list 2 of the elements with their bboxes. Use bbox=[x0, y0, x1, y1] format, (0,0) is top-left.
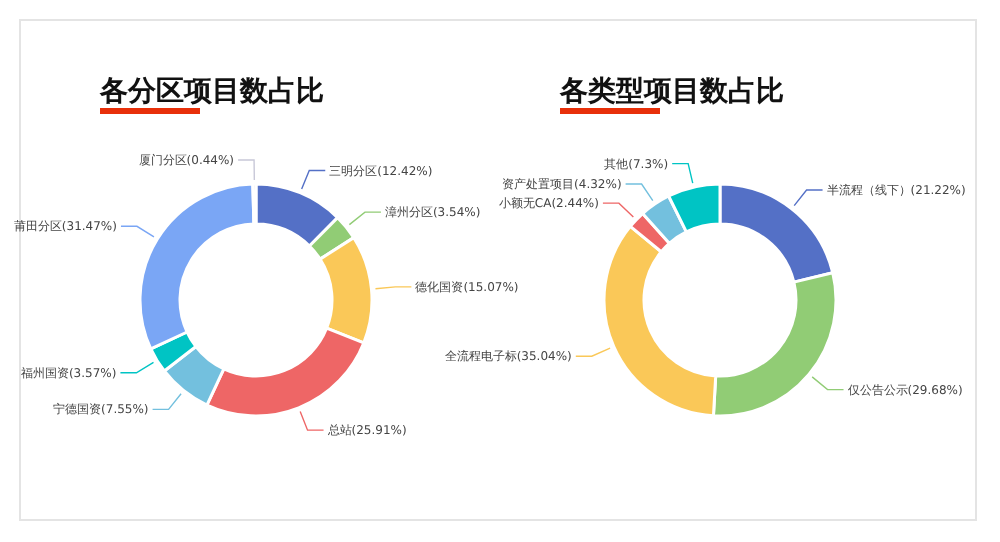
chart-title: 各分区项目数占比 bbox=[98, 76, 324, 108]
chart-title: 各类型项目数占比 bbox=[558, 76, 784, 108]
